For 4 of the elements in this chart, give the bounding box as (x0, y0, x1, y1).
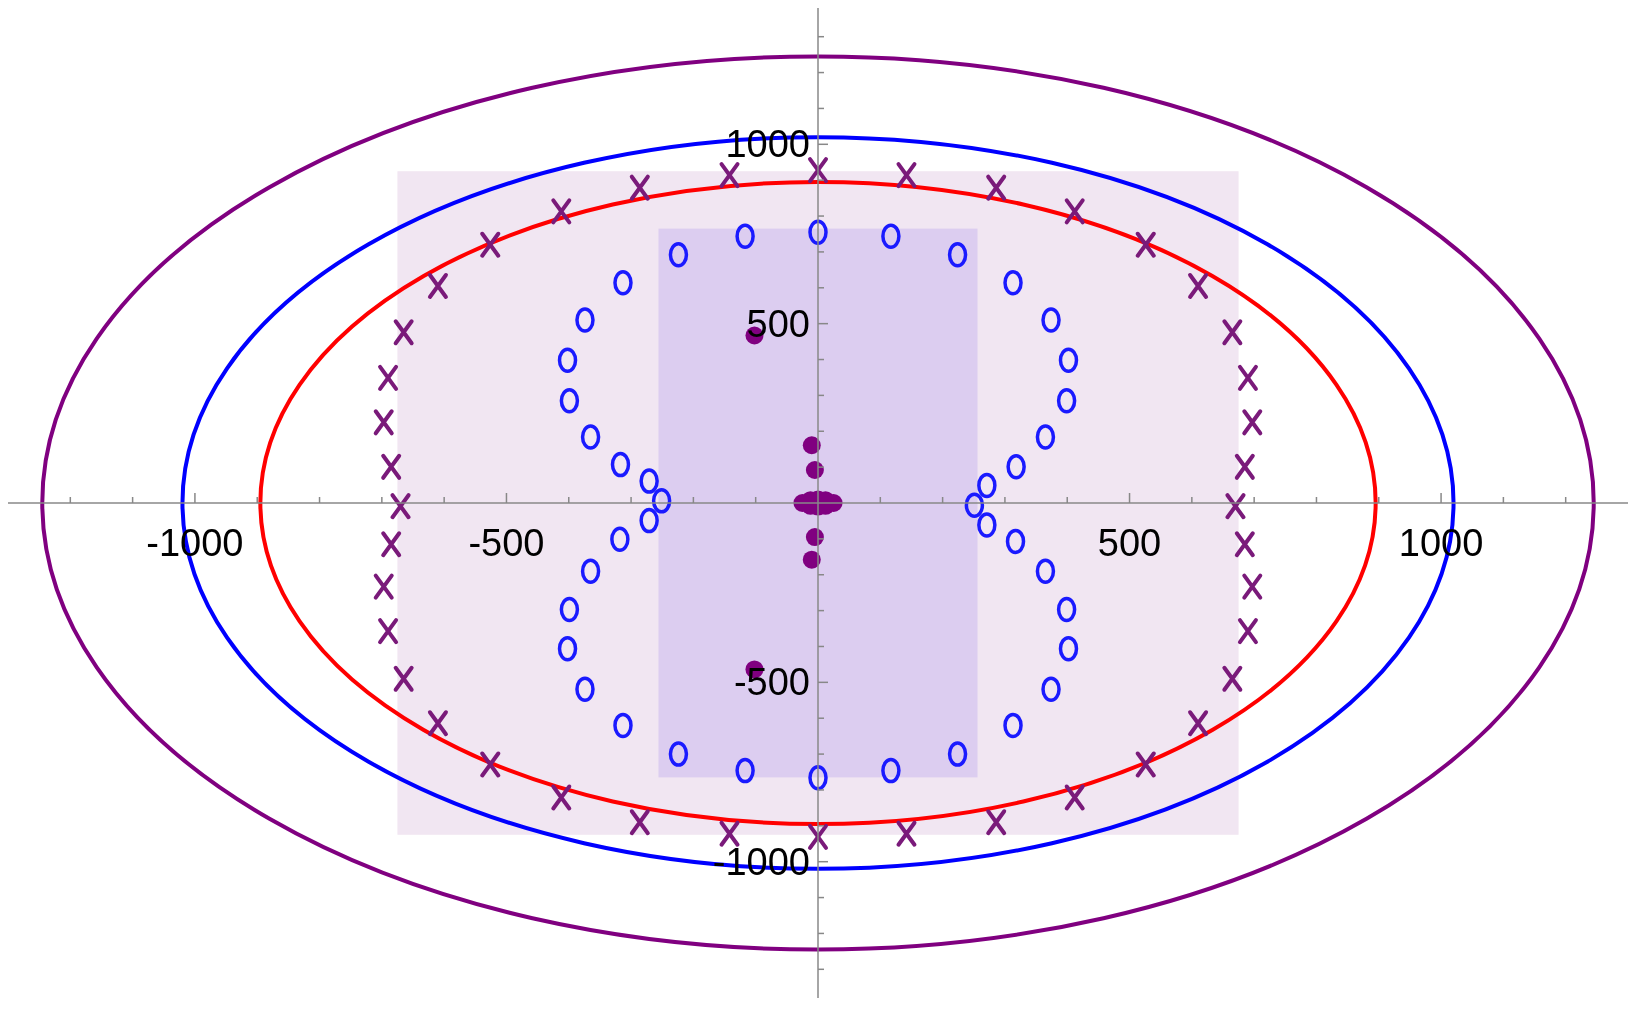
y-tick-label: 500 (746, 302, 810, 345)
y-tick-label: -500 (733, 661, 810, 704)
x-tick-label: 500 (1097, 522, 1162, 564)
x-tick-label: -500 (468, 522, 545, 564)
